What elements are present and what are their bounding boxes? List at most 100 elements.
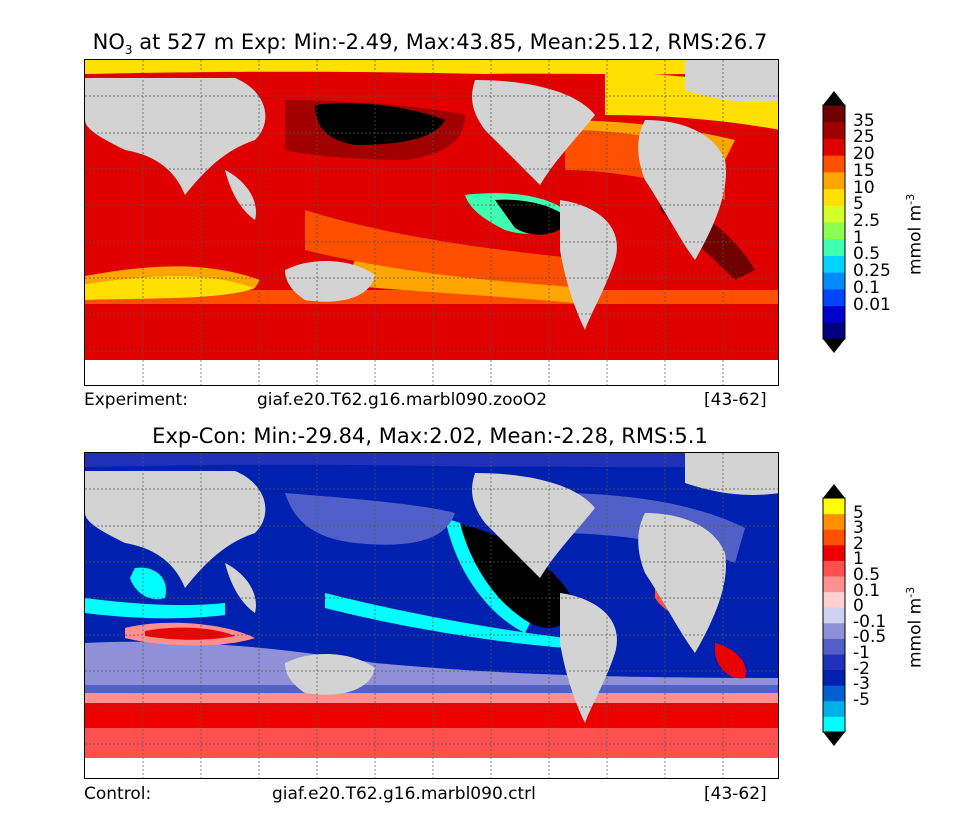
bottom-caption-years: [43-62] <box>704 784 767 804</box>
top-pacific-orange-band <box>345 260 585 304</box>
bottom-colorbar-segment <box>823 560 845 577</box>
top-colorbar-segment <box>823 155 845 173</box>
bottom-colorbar-tick-label: 5 <box>853 502 864 523</box>
top-band-orange <box>85 290 778 304</box>
top-colorbar-segment <box>823 288 845 307</box>
bottom-npac-lavender <box>285 493 455 545</box>
bottom-colorbar-tick-label: 0.5 <box>853 565 881 585</box>
top-grid <box>85 60 778 385</box>
top-map-svg <box>85 60 778 385</box>
bottom-map <box>84 452 779 779</box>
bottom-colorbar-tick-label: 2 <box>853 533 864 554</box>
bottom-colorbar-segment <box>823 498 845 515</box>
top-colorbar <box>822 91 846 353</box>
bottom-southern-pink <box>85 693 778 703</box>
top-samerica-land <box>560 200 617 330</box>
bottom-indian-red <box>145 627 235 640</box>
top-colorbar-tick-label: 0.1 <box>853 277 881 298</box>
top-panel-title: NO3 at 527 m Exp: Min:-2.49, Max:43.85, … <box>0 30 860 57</box>
bottom-etp-cyan <box>445 518 530 633</box>
top-colorbar-extend-low <box>823 339 845 353</box>
bottom-colorbar-unit: mmol m-3 <box>904 587 926 668</box>
bottom-colorbar-tick-label: -0.1 <box>853 611 887 632</box>
bottom-colorbar-segment <box>823 669 845 686</box>
top-colorbar-tick-label: 1 <box>853 227 864 248</box>
top-colorbar-segment <box>823 255 845 273</box>
top-colorbar-segment <box>823 238 845 256</box>
bottom-caption-case: giaf.e20.T62.g16.marbl090.ctrl <box>272 784 536 804</box>
bottom-colorbar-segment <box>823 591 845 608</box>
bottom-colorbar <box>822 484 846 746</box>
top-colorbar-segment <box>823 171 845 190</box>
bottom-colorbar-extend-low <box>823 732 845 746</box>
top-antarctica-ice <box>85 360 778 385</box>
top-npac-black <box>315 103 445 145</box>
bottom-indian-cyan <box>85 598 225 619</box>
top-europe-land <box>685 60 778 102</box>
top-colorbar-segment <box>823 205 845 223</box>
bottom-asia-land <box>85 471 266 588</box>
bottom-samerica-land <box>560 593 617 723</box>
bottom-colorbar-tick-label: -5 <box>853 689 870 710</box>
bottom-colorbar-segment <box>823 716 845 733</box>
bottom-antarctica-ice <box>85 758 778 778</box>
top-indian-yellow-band <box>85 275 255 300</box>
top-atlantic-yellow <box>555 120 735 160</box>
top-caption-left: Experiment: <box>84 390 188 410</box>
top-colorbar-segment <box>823 322 845 340</box>
top-title-prefix: NO <box>92 30 125 54</box>
bottom-colorbar-tick-label: 3 <box>853 518 864 539</box>
bottom-etp-black <box>455 523 575 628</box>
bottom-map-svg <box>85 453 778 778</box>
top-etp-black <box>495 199 570 235</box>
bottom-arctic-band <box>85 453 778 468</box>
bottom-colorbar-tick-label: -3 <box>853 674 870 695</box>
top-colorbar-segment <box>823 138 845 156</box>
bottom-unit-exp: -3 <box>904 586 917 598</box>
bottom-colorbar-segment <box>823 700 845 717</box>
top-colorbar-tick-label: 20 <box>853 144 875 165</box>
bottom-india-land <box>225 563 256 613</box>
bottom-namerica-land <box>472 473 595 578</box>
top-colorbar-svg <box>822 91 846 353</box>
bottom-europe-land <box>685 453 778 495</box>
top-india-land <box>225 170 256 220</box>
bottom-pacific-cyan <box>325 593 565 648</box>
top-africa-land <box>638 120 726 260</box>
top-title-subscript: 3 <box>124 43 133 58</box>
top-colorbar-tick-label: 0.5 <box>853 244 881 265</box>
top-colorbar-unit: mmol m-3 <box>904 194 926 275</box>
bottom-colorbar-extend-high <box>823 484 845 498</box>
bottom-grid <box>85 453 778 778</box>
top-colorbar-segment <box>823 222 845 240</box>
bottom-colorbar-segment <box>823 654 845 671</box>
top-indian-orange-band <box>85 266 260 288</box>
bottom-unit-base: mmol m <box>905 597 926 668</box>
top-unit-exp: -3 <box>904 193 917 205</box>
bottom-colorbar-segment <box>823 638 845 655</box>
top-colorbar-tick-label: 2.5 <box>853 211 881 231</box>
top-colorbar-segment <box>823 272 845 290</box>
bottom-africa-land <box>638 513 726 653</box>
bottom-arabian-cyan <box>130 567 166 600</box>
bottom-southern-lightred <box>85 728 778 758</box>
bottom-colorbar-segment <box>823 607 845 624</box>
bottom-colorbar-segment <box>823 529 845 546</box>
bottom-panel-title: Exp-Con: Min:-29.84, Max:2.02, Mean:-2.2… <box>152 424 708 448</box>
bottom-colorbar-segment <box>823 544 845 561</box>
top-colorbar-segment <box>823 121 845 139</box>
top-pacific-band <box>305 210 595 288</box>
bottom-colorbar-tick-label: 1 <box>853 549 864 570</box>
top-colorbar-tick-label: 25 <box>853 127 875 148</box>
bottom-colorbar-border <box>822 497 846 733</box>
top-caption-years: [43-62] <box>704 390 767 410</box>
bottom-australia-land <box>285 653 375 695</box>
top-colorbar-segment <box>823 305 845 323</box>
bottom-lavender-zone <box>85 641 778 685</box>
top-colorbar-segment <box>823 105 845 123</box>
bottom-caption-left: Control: <box>84 784 152 804</box>
bottom-colorbar-segment <box>823 576 845 593</box>
top-colorbar-tick-label: 5 <box>853 194 864 215</box>
bottom-colorbar-tick-label: -2 <box>853 658 870 679</box>
bottom-colorbar-tick-label: -1 <box>853 643 870 663</box>
